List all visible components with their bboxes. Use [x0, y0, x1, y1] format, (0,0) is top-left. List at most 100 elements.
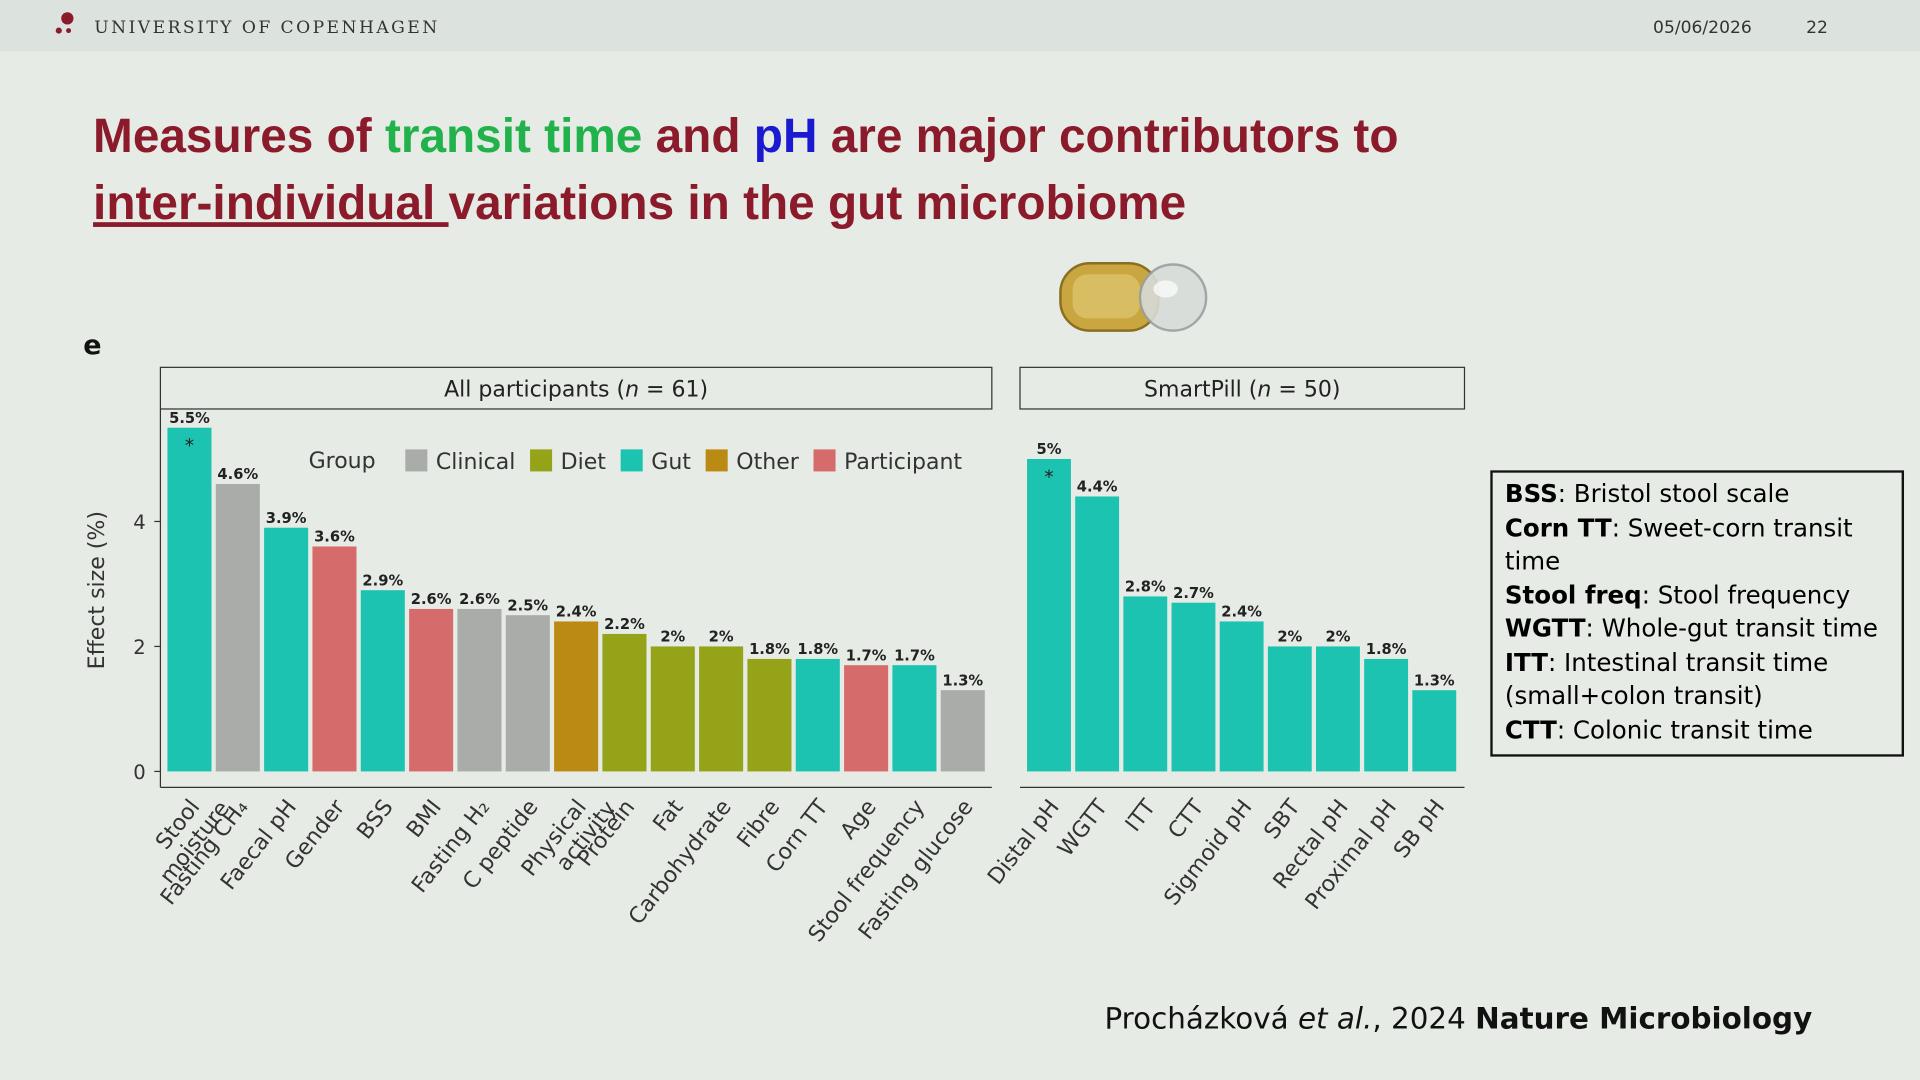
glossary-entry: BSS: Bristol stool scale — [1505, 478, 1889, 512]
legend-title: Group — [309, 449, 376, 474]
bar — [1027, 458, 1071, 772]
legend-label: Gut — [651, 450, 691, 475]
panel-title: All participants (n = 61) — [444, 378, 708, 403]
glossary-definition: : Intestinal transit time (small+colon t… — [1504, 647, 1829, 711]
bar — [1316, 646, 1360, 772]
panel-header — [1019, 366, 1466, 410]
glossary-definition: : Colonic transit time — [1556, 714, 1813, 744]
legend-label: Diet — [561, 450, 607, 475]
panel-title-part: All participants ( — [444, 378, 625, 403]
panel-title-part: = 50) — [1271, 378, 1340, 403]
title-segment: pH — [754, 110, 818, 163]
bar — [215, 483, 260, 772]
institution: UNIVERSITY OF COPENHAGEN — [94, 18, 439, 38]
title-segment: Measures of — [93, 110, 385, 163]
title-segment: transit time — [385, 110, 642, 163]
glossary-entry: Corn TT: Sweet-corn transit time — [1505, 511, 1889, 578]
significance-marker: * — [1044, 467, 1053, 488]
panel-title-part: n — [1257, 378, 1271, 403]
glossary-entry: Stool freq: Stool frequency — [1505, 579, 1889, 613]
bar — [1412, 690, 1457, 772]
value-label: 1.8% — [797, 641, 838, 658]
bar — [892, 665, 937, 772]
glossary-definition: : Bristol stool scale — [1557, 478, 1790, 509]
header-bar — [0, 0, 1920, 52]
value-label: 2.6% — [459, 591, 500, 608]
significance-marker: * — [185, 436, 194, 457]
bar — [650, 646, 695, 772]
value-label: 1.7% — [846, 647, 887, 664]
y-tick-label: 0 — [133, 761, 145, 784]
bar — [1075, 496, 1120, 772]
y-tick-label: 4 — [133, 511, 145, 534]
value-label: 2.7% — [1173, 585, 1214, 602]
slide-title: inter-individual variations in the gut m… — [93, 177, 1186, 230]
value-label: 2.5% — [507, 597, 548, 614]
bar — [1267, 646, 1312, 772]
value-label: 1.7% — [894, 647, 935, 664]
value-label: 2% — [709, 629, 734, 646]
page-number: 22 — [1806, 18, 1828, 38]
value-label: 2.9% — [362, 572, 403, 589]
bar — [1219, 621, 1264, 772]
bar — [457, 608, 502, 772]
bar — [264, 527, 309, 772]
legend-label: Other — [736, 450, 799, 475]
citation: Procházková et al., 2024 Nature Microbio… — [1104, 1002, 1812, 1036]
glossary-term: WGTT — [1504, 613, 1586, 643]
citation-part: Procházková — [1104, 1002, 1297, 1036]
bar — [940, 690, 985, 772]
date: 05/06/2026 — [1653, 18, 1752, 38]
glossary-definition: : Sweet-corn transit time — [1504, 512, 1853, 576]
value-label: 2.4% — [1221, 604, 1262, 621]
panel-title: SmartPill (n = 50) — [1144, 378, 1340, 403]
value-label: 2% — [1277, 629, 1302, 646]
glossary-definition: : Stool frequency — [1641, 579, 1851, 610]
glossary-definition: : Whole-gut transit time — [1585, 613, 1878, 643]
value-label: 1.8% — [749, 641, 790, 658]
value-label: 2.2% — [604, 616, 645, 633]
bar — [409, 608, 454, 772]
bar — [844, 665, 889, 772]
y-axis-label: Effect size (%) — [85, 511, 110, 669]
value-label: 1.8% — [1366, 641, 1407, 658]
bar — [602, 633, 647, 772]
value-label: 1.3% — [942, 672, 983, 689]
bar — [167, 427, 212, 772]
slide-title: Measures of transit time and pH are majo… — [93, 110, 1398, 163]
glossary-term: Stool freq — [1504, 579, 1642, 610]
glossary-entry: ITT: Intestinal transit time (small+colo… — [1505, 646, 1889, 713]
title-segment: variations in the gut microbiome — [449, 177, 1187, 230]
value-label: 3.6% — [314, 529, 355, 546]
legend-swatch — [530, 449, 553, 472]
value-label: 4.6% — [217, 466, 258, 483]
legend-label: Participant — [844, 450, 962, 475]
citation-part: et al. — [1298, 1002, 1372, 1036]
glossary-term: Corn TT — [1504, 512, 1612, 542]
panel-title-part: SmartPill ( — [1144, 378, 1257, 403]
legend-swatch — [405, 449, 428, 472]
bar — [1364, 658, 1409, 772]
capsule-image — [1059, 262, 1208, 332]
panel-title-part: n — [625, 378, 639, 403]
glossary-term: BSS — [1504, 478, 1558, 509]
legend-swatch — [620, 449, 643, 472]
glossary: BSS: Bristol stool scale Corn TT: Sweet-c… — [1490, 470, 1905, 757]
title-segment: inter-individual — [93, 177, 449, 230]
bar — [505, 615, 550, 772]
panel-label: e — [83, 330, 101, 361]
value-label: 1.3% — [1414, 672, 1455, 689]
bar — [1171, 602, 1216, 772]
glossary-entry: CTT: Colonic transit time — [1505, 713, 1889, 747]
legend-swatch — [705, 449, 728, 472]
bar — [360, 590, 405, 772]
value-label: 2% — [660, 629, 685, 646]
glossary-term: ITT — [1504, 647, 1548, 677]
panel-title-part: = 61) — [639, 378, 708, 403]
bar — [312, 546, 357, 772]
y-tick-label: 2 — [133, 636, 145, 659]
value-label: 2.6% — [411, 591, 452, 608]
